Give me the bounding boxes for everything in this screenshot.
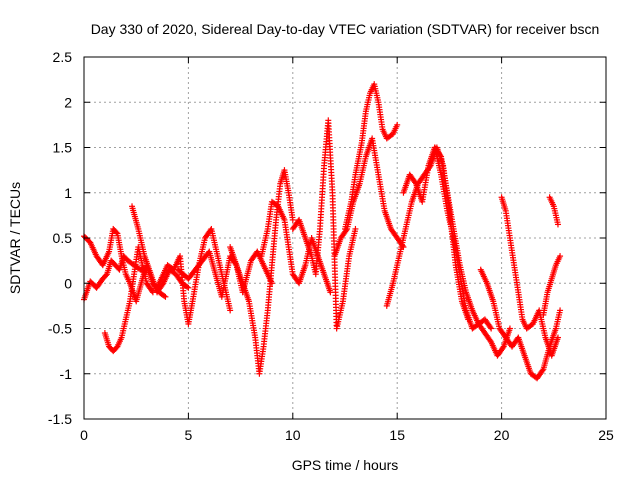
data-point xyxy=(554,334,561,341)
series-sat-c xyxy=(101,244,156,355)
x-axis-label: GPS time / hours xyxy=(292,457,399,473)
data-point xyxy=(437,152,444,159)
data-point xyxy=(487,324,494,331)
x-tick-label: 10 xyxy=(285,427,301,443)
data-point xyxy=(289,216,296,223)
series-sat-i xyxy=(289,117,359,332)
y-tick-label: -0.5 xyxy=(48,321,72,337)
y-tick-label: 2 xyxy=(64,94,72,110)
data-point xyxy=(488,325,495,332)
data-point xyxy=(539,367,546,374)
y-tick-label: 1.5 xyxy=(53,140,73,156)
data-point xyxy=(506,325,513,332)
data-point xyxy=(499,344,506,351)
y-tick-label: 1 xyxy=(64,185,72,201)
data-point xyxy=(162,293,169,300)
y-tick-label: 0 xyxy=(64,275,72,291)
data-point xyxy=(102,272,109,279)
data-point xyxy=(161,292,168,299)
series-sat-r xyxy=(546,194,561,228)
data-marks xyxy=(81,81,564,382)
series-sat-d xyxy=(129,203,192,296)
series-sat-q xyxy=(540,253,564,318)
series-sat-k xyxy=(331,135,407,260)
x-tick-label: 15 xyxy=(389,427,405,443)
series-sat-p xyxy=(498,194,561,359)
x-tick-label: 5 xyxy=(185,427,193,443)
data-point xyxy=(185,284,192,291)
series-sat-e xyxy=(154,225,234,327)
data-point xyxy=(412,179,419,186)
x-tick-label: 20 xyxy=(494,427,510,443)
data-point xyxy=(327,289,334,296)
y-tick-label: 2.5 xyxy=(53,49,73,65)
series-sat-n xyxy=(431,144,495,332)
data-point xyxy=(557,307,564,314)
chart-title: Day 330 of 2020, Sidereal Day-to-day VTE… xyxy=(91,21,600,37)
data-point xyxy=(557,253,564,260)
x-axis-ticks: 0 5 10 15 20 25 xyxy=(80,57,614,443)
x-tick-label: 0 xyxy=(80,427,88,443)
data-point xyxy=(352,225,359,232)
y-tick-label: -1.5 xyxy=(48,411,72,427)
grid-lines xyxy=(84,57,606,419)
x-tick-label: 25 xyxy=(598,427,614,443)
y-axis-ticks: -1.5 -1 -0.5 0 0.5 1 1.5 2 2.5 xyxy=(48,49,606,427)
series-sat-g xyxy=(227,167,296,377)
data-point xyxy=(343,227,350,234)
y-tick-label: 0.5 xyxy=(53,230,73,246)
data-point xyxy=(394,121,401,128)
data-point xyxy=(184,283,191,290)
series-sat-o xyxy=(477,266,564,382)
data-point xyxy=(554,221,561,228)
y-axis-label: SDTVAR / TECUs xyxy=(7,182,23,294)
data-point xyxy=(113,229,120,236)
data-point xyxy=(227,307,234,314)
y-tick-label: -1 xyxy=(60,366,73,382)
